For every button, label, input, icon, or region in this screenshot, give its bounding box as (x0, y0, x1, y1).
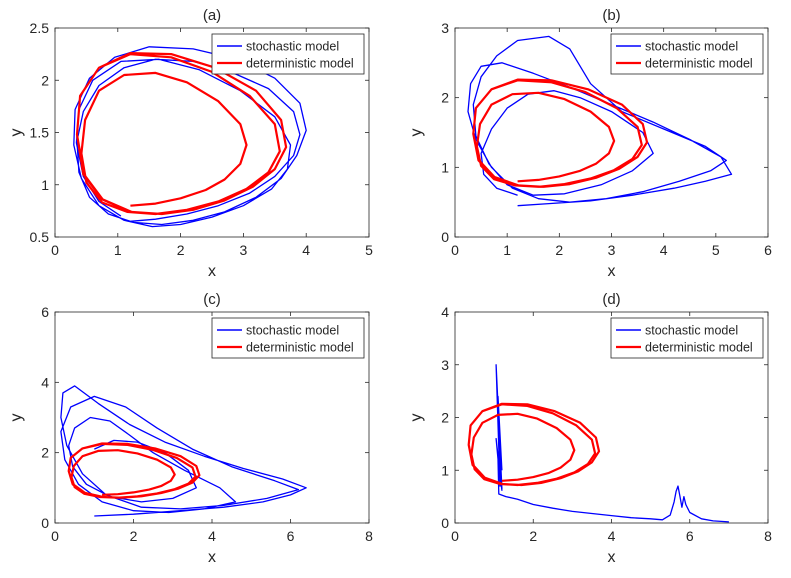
legend-entry: stochastic model (645, 40, 738, 54)
x-tick-label: 2 (529, 528, 537, 544)
deterministic-series-line (67, 442, 201, 499)
x-tick-label: 6 (287, 528, 295, 544)
y-tick-label: 4 (441, 304, 449, 320)
y-axis-label: y (408, 129, 425, 137)
y-tick-label: 1 (41, 177, 49, 193)
x-tick-label: 5 (365, 242, 373, 258)
y-tick-label: 2 (41, 445, 49, 461)
y-tick-label: 2 (41, 72, 49, 88)
y-tick-label: 0 (441, 515, 449, 531)
x-tick-label: 6 (686, 528, 694, 544)
y-tick-label: 1 (441, 462, 449, 478)
x-tick-label: 6 (764, 242, 772, 258)
x-tick-label: 1 (503, 242, 511, 258)
panel-1: 0 1 2 3 4 5 0.5 1 1.5 2 2.5 (a) x y stochastic model de… (8, 7, 373, 280)
deterministic-series-line (467, 402, 601, 487)
legend-entry: deterministic model (246, 57, 354, 71)
x-tick-label: 0 (451, 528, 459, 544)
legend-entry: stochastic model (645, 324, 738, 338)
x-tick-label: 1 (114, 242, 122, 258)
legend-entry: deterministic model (246, 341, 354, 355)
x-tick-label: 0 (51, 528, 59, 544)
legend: stochastic model deterministic model (610, 33, 764, 75)
y-tick-label: 2 (441, 410, 449, 426)
panel-title: (c) (203, 291, 221, 308)
series-group (60, 385, 307, 517)
stochastic-series-line (467, 35, 733, 207)
y-axis-label: y (8, 129, 25, 137)
legend-entry: deterministic model (645, 57, 753, 71)
x-tick-label: 2 (555, 242, 563, 258)
y-axis-label: y (8, 414, 25, 422)
x-tick-label: 3 (608, 242, 616, 258)
x-tick-label: 0 (51, 242, 59, 258)
y-tick-label: 2.5 (30, 20, 50, 36)
x-tick-label: 4 (208, 528, 216, 544)
stochastic-series-line (60, 385, 307, 517)
panel-title: (d) (602, 291, 620, 308)
legend: stochastic model deterministic model (211, 317, 365, 359)
x-axis-label: x (208, 263, 216, 280)
panel-4: 0 2 4 6 8 0 1 2 3 4 (d) x y stochastic model determini… (408, 291, 772, 566)
series-group (467, 364, 729, 523)
deterministic-series-line (472, 78, 649, 188)
series-group (467, 35, 733, 207)
legend-box (211, 317, 365, 359)
panel-title: (a) (203, 7, 221, 24)
y-tick-label: 3 (441, 357, 449, 373)
series-group (73, 46, 307, 228)
y-tick-label: 1.5 (30, 125, 50, 141)
y-tick-label: 3 (441, 20, 449, 36)
x-tick-label: 3 (240, 242, 248, 258)
x-axis-label: x (608, 263, 616, 280)
x-axis-label: x (608, 549, 616, 566)
x-tick-label: 8 (365, 528, 373, 544)
y-axis-label: y (408, 414, 425, 422)
legend-entry: stochastic model (246, 324, 339, 338)
legend-box (610, 317, 764, 359)
panel-2: 0 1 2 3 4 5 6 0 1 2 3 (b) x y stochastic model determin… (408, 7, 772, 280)
y-tick-label: 6 (41, 304, 49, 320)
x-tick-label: 2 (177, 242, 185, 258)
y-tick-label: 0.5 (30, 229, 50, 245)
panel-title: (b) (602, 7, 620, 24)
y-tick-label: 2 (441, 90, 449, 106)
panel-3: 0 2 4 6 8 0 2 4 6 (c) x y stochastic model determinis… (8, 291, 373, 566)
x-tick-label: 0 (451, 242, 459, 258)
x-axis-label: x (208, 549, 216, 566)
y-tick-label: 1 (441, 159, 449, 175)
legend-entry: stochastic model (246, 40, 339, 54)
x-tick-label: 5 (712, 242, 720, 258)
x-tick-label: 2 (130, 528, 138, 544)
y-tick-label: 0 (41, 515, 49, 531)
legend-box (610, 33, 764, 75)
x-tick-label: 8 (764, 528, 772, 544)
legend-box (211, 33, 365, 75)
deterministic-series-line (75, 51, 288, 216)
x-tick-label: 4 (608, 528, 616, 544)
y-tick-label: 0 (441, 229, 449, 245)
y-tick-label: 4 (41, 374, 49, 390)
legend-entry: deterministic model (645, 341, 753, 355)
legend: stochastic model deterministic model (610, 317, 764, 359)
x-tick-label: 4 (660, 242, 668, 258)
x-tick-label: 4 (302, 242, 310, 258)
legend: stochastic model deterministic model (211, 33, 365, 75)
stochastic-series-line (495, 364, 729, 523)
